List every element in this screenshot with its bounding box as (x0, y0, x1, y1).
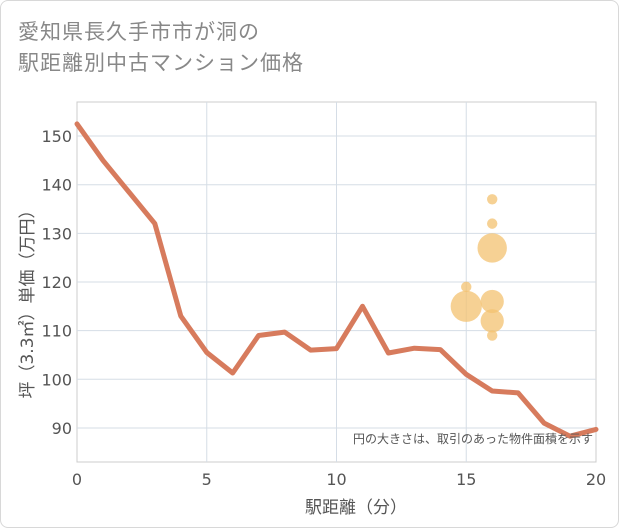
x-tick-label: 5 (202, 470, 212, 489)
bubble-point (487, 194, 498, 205)
bubble-point (461, 281, 472, 293)
x-tick-label: 0 (72, 470, 82, 489)
bubble-series (450, 194, 507, 341)
average-price-line (74, 121, 599, 439)
line-series (74, 121, 599, 439)
bubble-point (480, 309, 504, 333)
x-axis-label: 駅距離（分） (305, 498, 407, 518)
x-tick-label: 15 (456, 470, 476, 489)
bubble-size-note: 円の大きさは、取引のあった物件面積を示す (353, 431, 593, 446)
chart-title-line-1: 愛知県長久手市市が洞の (18, 20, 260, 44)
gridlines (77, 102, 596, 462)
bubble-point (487, 218, 498, 229)
bubble-point (487, 330, 498, 341)
x-tick-label: 20 (586, 470, 606, 489)
bubble-point (477, 233, 507, 263)
bubble-point (480, 289, 504, 314)
y-axis-label: 坪（3.3㎡）単価（万円） (18, 201, 38, 398)
bubble-point (450, 290, 482, 322)
y-tick-labels: 90 100 110 120 130 140 150 (41, 127, 72, 438)
chart-title-line-2: 駅距離別中古マンション価格 (18, 51, 304, 75)
y-tick-label: 150 (41, 127, 72, 146)
y-tick-label: 110 (41, 322, 72, 341)
x-tick-label: 10 (326, 470, 346, 489)
x-tick-labels: 0 5 10 15 20 (72, 470, 606, 489)
y-tick-label: 130 (41, 224, 72, 243)
y-tick-label: 140 (41, 176, 72, 195)
y-tick-label: 100 (41, 370, 72, 389)
chart-title: 愛知県長久手市市が洞の 駅距離別中古マンション価格 (18, 17, 304, 79)
y-tick-label: 90 (52, 419, 72, 438)
y-tick-label: 120 (41, 273, 72, 292)
